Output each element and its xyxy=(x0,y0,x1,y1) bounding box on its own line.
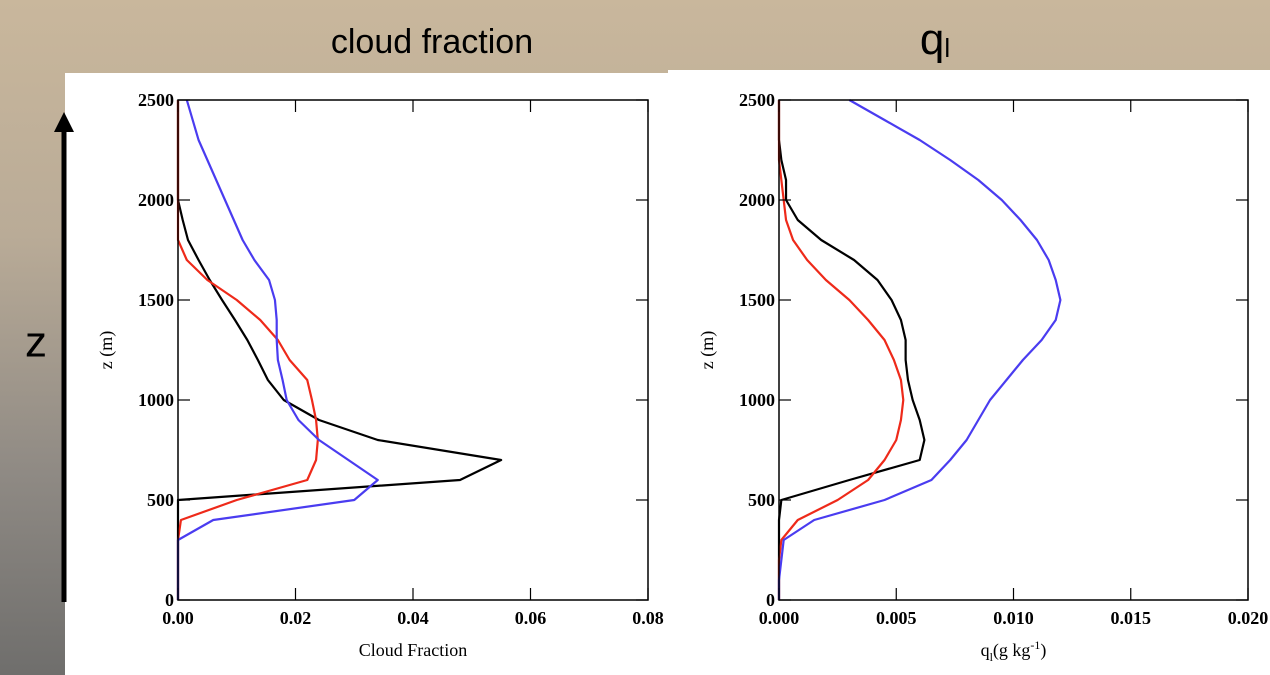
y-tick-label: 2000 xyxy=(138,190,174,210)
x-tick-label: 0.000 xyxy=(759,608,800,628)
panel xyxy=(65,73,668,675)
y-tick-label: 2000 xyxy=(739,190,775,210)
y-tick-label: 500 xyxy=(748,490,775,510)
y-tick-label: 1500 xyxy=(138,290,174,310)
x-tick-label: 0.02 xyxy=(280,608,312,628)
x-axis-label-part: ) xyxy=(1040,640,1046,661)
y-axis-label: z (m) xyxy=(96,331,117,369)
x-axis-label-part: (g kg xyxy=(993,640,1031,661)
y-tick-label: 2500 xyxy=(138,90,174,110)
x-tick-label: 0.020 xyxy=(1228,608,1269,628)
x-tick-label: 0.06 xyxy=(515,608,547,628)
y-axis-label: z (m) xyxy=(697,331,718,369)
y-tick-label: 1000 xyxy=(739,390,775,410)
panel xyxy=(668,70,1270,675)
x-tick-label: 0.04 xyxy=(397,608,429,628)
x-tick-label: 0.00 xyxy=(162,608,194,628)
y-tick-label: 500 xyxy=(147,490,174,510)
y-tick-label: 1000 xyxy=(138,390,174,410)
slide: cloud fraction ql z 0.000.020.040.060.08… xyxy=(0,0,1270,675)
y-tick-label: 0 xyxy=(766,590,775,610)
x-axis-label: Cloud Fraction xyxy=(359,640,468,660)
x-tick-label: 0.005 xyxy=(876,608,917,628)
x-tick-label: 0.015 xyxy=(1111,608,1152,628)
y-tick-label: 0 xyxy=(165,590,174,610)
y-tick-label: 1500 xyxy=(739,290,775,310)
y-tick-label: 2500 xyxy=(739,90,775,110)
slide-title: cloud fraction xyxy=(331,23,533,61)
x-axis-label-part: -1 xyxy=(1030,638,1040,652)
x-tick-label: 0.08 xyxy=(632,608,664,628)
x-tick-label: 0.010 xyxy=(993,608,1034,628)
z-label: z xyxy=(25,318,47,367)
x-axis-label-part: q xyxy=(981,640,990,660)
